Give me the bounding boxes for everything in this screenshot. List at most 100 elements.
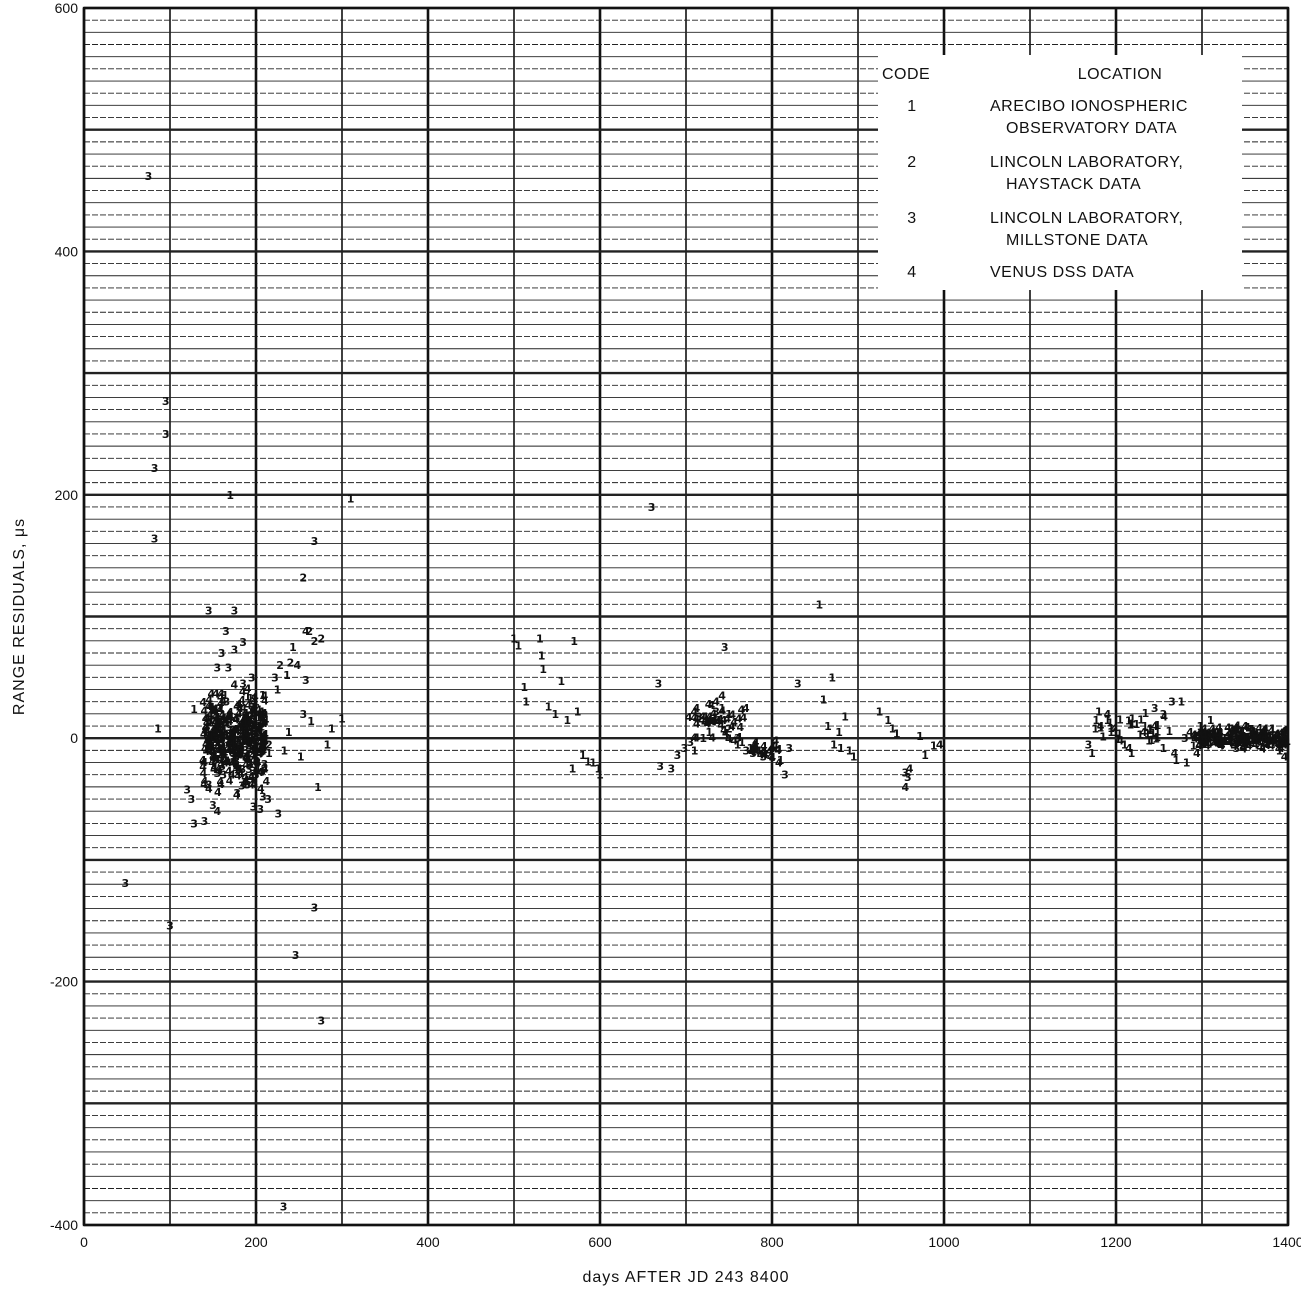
data-point-4: 4: [253, 762, 261, 775]
legend-location-line: MILLSTONE DATA: [1006, 232, 1148, 249]
data-point-4: 4: [244, 734, 252, 747]
data-point-4: 4: [1268, 725, 1276, 738]
data-point-4: 4: [250, 716, 258, 729]
data-point-4: 4: [213, 719, 221, 732]
data-point-4: 4: [1116, 735, 1124, 748]
data-point-4: 4: [216, 714, 224, 727]
data-point-4: 4: [768, 741, 776, 754]
data-point-1: 1: [1114, 733, 1122, 746]
data-point-4: 4: [725, 732, 733, 745]
data-point-3: 3: [222, 716, 230, 729]
data-point-4: 4: [766, 745, 774, 758]
data-point-4: 4: [690, 711, 698, 724]
data-point-4: 4: [716, 713, 724, 726]
data-point-4: 4: [1196, 738, 1204, 751]
data-point-4: 4: [1239, 741, 1247, 754]
data-point-1: 1: [314, 781, 322, 794]
data-point-4: 4: [1208, 732, 1216, 745]
data-point-3: 3: [255, 723, 263, 736]
data-point-4: 4: [250, 696, 258, 709]
data-point-4: 4: [218, 750, 226, 763]
data-point-4: 4: [1250, 726, 1258, 739]
data-point-3: 3: [205, 604, 213, 617]
data-point-4: 4: [1125, 742, 1133, 755]
data-point-1: 1: [238, 727, 246, 740]
data-point-4: 4: [216, 727, 224, 740]
data-point-1: 1: [563, 714, 571, 727]
data-point-4: 4: [1281, 732, 1289, 745]
data-point-4: 4: [1198, 732, 1206, 745]
data-point-4: 4: [221, 754, 229, 767]
data-point-1: 1: [1269, 722, 1277, 735]
data-point-1: 1: [835, 726, 843, 739]
data-point-4: 4: [1205, 729, 1213, 742]
data-point-4: 4: [261, 734, 269, 747]
data-point-4: 4: [217, 697, 225, 710]
data-point-4: 4: [211, 728, 219, 741]
data-point-4: 4: [242, 752, 250, 765]
data-point-4: 4: [1277, 742, 1285, 755]
data-point-4: 4: [243, 710, 251, 723]
data-point-4: 4: [751, 738, 759, 751]
data-point-4: 4: [248, 744, 256, 757]
data-point-4: 4: [261, 717, 269, 730]
data-point-4: 4: [1240, 741, 1248, 754]
data-point-4: 4: [203, 735, 211, 748]
data-point-3: 3: [238, 730, 246, 743]
data-point-3: 3: [655, 677, 663, 690]
data-point-4: 4: [1280, 732, 1288, 745]
data-point-4: 4: [1200, 736, 1208, 749]
data-point-4: 4: [257, 706, 265, 719]
data-point-3: 3: [214, 767, 222, 780]
data-point-2: 2: [1248, 736, 1256, 749]
data-point-4: 4: [1249, 727, 1257, 740]
data-point-4: 4: [1283, 737, 1291, 750]
data-point-4: 4: [218, 729, 226, 742]
data-point-4: 4: [233, 713, 241, 726]
data-point-4: 4: [712, 696, 720, 709]
data-point-3: 3: [238, 725, 246, 738]
data-point-1: 1: [1116, 728, 1124, 741]
data-point-4: 4: [1260, 732, 1268, 745]
data-point-1: 1: [570, 635, 578, 648]
data-point-1: 1: [283, 669, 291, 682]
data-point-4: 4: [229, 757, 237, 770]
data-point-4: 4: [240, 715, 248, 728]
x-tick-label: 400: [416, 1234, 440, 1250]
data-point-4: 4: [236, 745, 244, 758]
data-point-4: 4: [241, 723, 249, 736]
data-point-4: 4: [245, 715, 253, 728]
data-point-1: 1: [715, 714, 723, 727]
data-point-4: 4: [1244, 734, 1252, 747]
data-point-1: 1: [1128, 717, 1136, 730]
data-point-4: 4: [1151, 720, 1159, 733]
data-point-4: 4: [206, 745, 214, 758]
plot-frame: [82, 6, 1290, 1227]
data-point-4: 4: [735, 712, 743, 725]
data-point-1: 1: [1154, 719, 1162, 732]
data-point-4: 4: [1217, 727, 1225, 740]
data-point-4: 4: [1215, 721, 1223, 734]
data-point-4: 4: [238, 716, 246, 729]
data-point-4: 4: [1238, 731, 1246, 744]
data-point-4: 4: [1230, 724, 1238, 737]
data-point-4: 4: [1244, 731, 1252, 744]
data-point-1: 1: [1144, 727, 1152, 740]
data-point-4: 4: [1233, 720, 1241, 733]
data-point-1: 1: [259, 738, 267, 751]
data-point-4: 4: [1201, 726, 1209, 739]
data-point-4: 4: [693, 718, 701, 731]
data-point-3: 3: [233, 711, 241, 724]
data-point-3: 3: [151, 533, 159, 546]
data-point-4: 4: [217, 720, 225, 733]
data-point-1: 1: [297, 750, 305, 763]
data-point-4: 4: [293, 659, 301, 672]
data-point-4: 4: [199, 754, 207, 767]
data-point-4: 4: [242, 736, 250, 749]
data-point-3: 3: [712, 705, 720, 718]
data-point-4: 4: [1233, 733, 1241, 746]
data-point-4: 4: [1250, 730, 1258, 743]
data-point-4: 4: [210, 763, 218, 776]
data-point-4: 4: [1258, 736, 1266, 749]
x-tick-label: 0: [80, 1234, 88, 1250]
